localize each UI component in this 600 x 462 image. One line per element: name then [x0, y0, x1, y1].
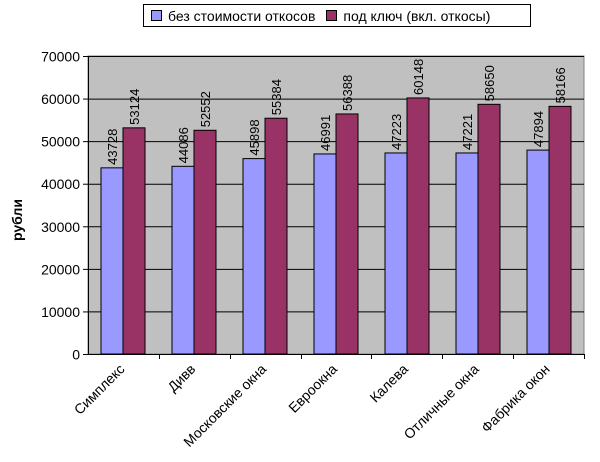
data-label: 44086 — [176, 127, 191, 163]
x-category-label: Симплекс — [71, 361, 128, 418]
bar-2 — [335, 113, 359, 355]
data-label: 56388 — [340, 75, 355, 111]
bar-1 — [100, 167, 124, 355]
bar-1 — [384, 152, 408, 355]
bar-1 — [242, 158, 266, 355]
y-tick-label: 20000 — [41, 261, 80, 277]
data-label: 52552 — [198, 91, 213, 127]
bar-2 — [264, 117, 288, 355]
bar-2 — [193, 129, 217, 355]
data-label: 55384 — [269, 79, 284, 115]
x-category-label: Дивв — [164, 361, 198, 395]
legend-item-series-1: без стоимости откосов — [151, 8, 315, 24]
bar-2 — [406, 97, 430, 355]
y-tick-label: 0 — [72, 347, 80, 363]
legend-item-series-2: под ключ (вкл. откосы) — [326, 8, 490, 24]
bar-2 — [122, 127, 146, 355]
y-tick-label: 50000 — [41, 134, 80, 150]
bar-2 — [477, 103, 501, 355]
y-tick-label: 60000 — [41, 91, 80, 107]
data-label: 45898 — [247, 119, 262, 155]
bars — [100, 97, 572, 355]
x-category-label: Калева — [366, 361, 411, 406]
y-tick-label: 40000 — [41, 176, 80, 192]
data-label: 43728 — [105, 129, 120, 165]
data-label: 47223 — [389, 114, 404, 150]
bar-1 — [171, 165, 195, 355]
legend-swatch-series-2 — [326, 10, 338, 21]
x-category-label: Отличные окна — [400, 361, 482, 443]
x-category-label: Евроокна — [285, 361, 340, 416]
data-label: 47221 — [460, 114, 475, 150]
y-tick-label: 10000 — [41, 304, 80, 320]
legend-label-series-1: без стоимости откосов — [168, 7, 316, 24]
axes — [83, 56, 585, 359]
y-tick-label: 70000 — [41, 49, 80, 65]
data-label: 53124 — [127, 89, 142, 125]
legend: без стоимости откосов под ключ (вкл. отк… — [143, 4, 531, 27]
data-label: 47894 — [531, 111, 546, 147]
y-axis-label: рубли — [9, 199, 25, 241]
bar-1 — [455, 152, 479, 355]
data-label: 46991 — [318, 115, 333, 151]
bar-1 — [313, 153, 337, 355]
data-label: 58166 — [553, 67, 568, 103]
x-category-label: Фабрика окон — [478, 361, 553, 436]
data-label: 60148 — [411, 59, 426, 95]
data-label: 58650 — [482, 65, 497, 101]
legend-swatch-series-1 — [151, 10, 162, 21]
y-tick-label: 30000 — [41, 219, 80, 235]
bar-1 — [526, 149, 550, 355]
legend-label-series-2: под ключ (вкл. откосы) — [343, 7, 491, 24]
bar-2 — [548, 105, 572, 355]
